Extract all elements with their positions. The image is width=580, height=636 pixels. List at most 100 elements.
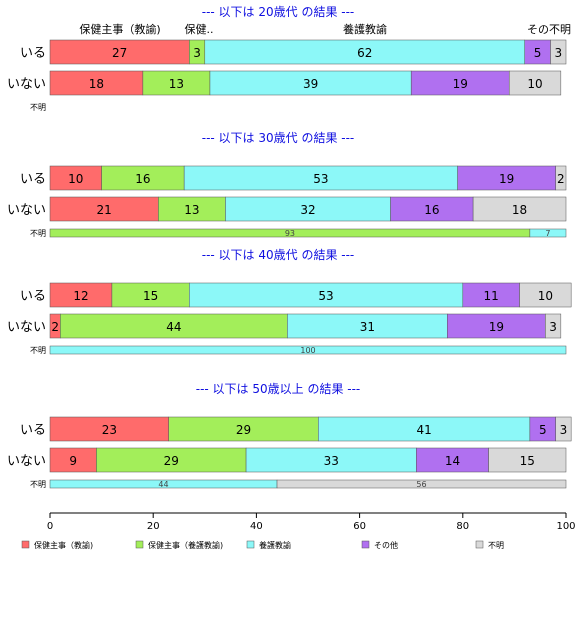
data-label: 2 [557,172,565,186]
row-label: 不明 [30,346,46,355]
legend-label: その他 [374,540,398,550]
data-label: 15 [143,289,158,303]
data-label: 44 [166,320,181,334]
bar-segment [96,447,247,473]
data-label: 10 [527,77,542,91]
data-label: 10 [538,289,553,303]
legend-label: 保健主事（養護教諭) [148,540,223,550]
panel-title: --- 以下は 40歳代 の結果 --- [202,248,355,262]
data-label: 27 [112,46,127,60]
bar-segment [472,196,567,222]
panel-title: --- 以下は 20歳代 の結果 --- [202,5,355,19]
bar-segment [168,416,319,442]
bar-segment [49,345,567,355]
panel-title: --- 以下は 50歳以上 の結果 --- [196,382,361,396]
bar-segment [276,479,567,489]
bar-segment [390,196,474,222]
bar-segment [555,165,567,191]
column-header-label: 養護教諭 [343,22,387,36]
data-label: 18 [512,203,527,217]
data-label: 53 [318,289,333,303]
data-label: 39 [303,77,318,91]
data-label: 5 [534,46,542,60]
data-label: 56 [416,480,426,489]
row-label: いない [7,77,46,92]
data-label: 19 [453,77,468,91]
bar-segment [101,165,185,191]
data-label: 32 [300,203,315,217]
row-label: いる [20,172,46,187]
data-label: 3 [560,423,568,437]
data-label: 7 [545,229,550,238]
bar-segment [60,313,288,339]
bar-segment [447,313,546,339]
data-label: 11 [484,289,499,303]
data-label: 16 [135,172,150,186]
data-label: 44 [158,480,168,489]
data-label: 33 [324,454,339,468]
legend-swatch [135,540,144,549]
column-header-label: その不明 [527,23,571,36]
bar-segment [519,282,572,308]
bar-segment [183,165,458,191]
column-header-label: 保健.. [185,22,214,36]
data-label: 16 [424,203,439,217]
bar-segment [462,282,520,308]
data-label: 5 [539,423,547,437]
x-tick-label: 80 [456,521,469,532]
bar-segment [545,313,562,339]
row-label: いる [20,423,46,438]
data-label: 2 [51,320,59,334]
data-label: 31 [360,320,375,334]
data-label: 100 [300,346,315,355]
x-tick-label: 0 [47,521,53,532]
data-label: 53 [313,172,328,186]
legend-swatch [246,540,255,549]
data-label: 19 [499,172,514,186]
bar-segment [287,313,448,339]
data-label: 10 [68,172,83,186]
data-label: 13 [169,77,184,91]
data-label: 29 [164,454,179,468]
data-label: 15 [520,454,535,468]
bar-segment [457,165,556,191]
bar-segment [529,228,567,238]
data-label: 12 [73,289,88,303]
bar-segment [550,39,567,65]
bar-segment [508,70,562,96]
x-tick-label: 60 [353,521,366,532]
data-label: 23 [102,423,117,437]
legend-swatch [475,540,484,549]
bar-segment [555,416,572,442]
bar-segment [189,282,464,308]
bar-segment [488,447,567,473]
row-label: 不明 [30,480,46,489]
row-label: いない [7,320,46,335]
row-label: いない [7,454,46,469]
bar-segment [245,447,417,473]
bar-segment [49,165,102,191]
bar-segment [204,39,525,65]
column-header-label: 保健主事（教諭) [79,22,160,36]
bar-segment [142,70,211,96]
bar-segment [524,39,551,65]
legend-swatch [361,540,370,549]
bar-segment [49,70,144,96]
panel-title: --- 以下は 30歳代 の結果 --- [202,131,355,145]
data-label: 18 [89,77,104,91]
legend-swatch [21,540,30,549]
data-label: 3 [549,320,557,334]
x-tick-label: 20 [147,521,160,532]
data-label: 41 [416,423,431,437]
data-label: 13 [184,203,199,217]
row-label: いる [20,46,46,61]
bar-segment [225,196,391,222]
data-label: 62 [357,46,372,60]
data-label: 21 [97,203,112,217]
legend-label: 不明 [488,541,504,550]
data-label: 93 [285,229,295,238]
bar-segment [49,39,190,65]
data-label: 3 [554,46,562,60]
data-label: 29 [236,423,251,437]
